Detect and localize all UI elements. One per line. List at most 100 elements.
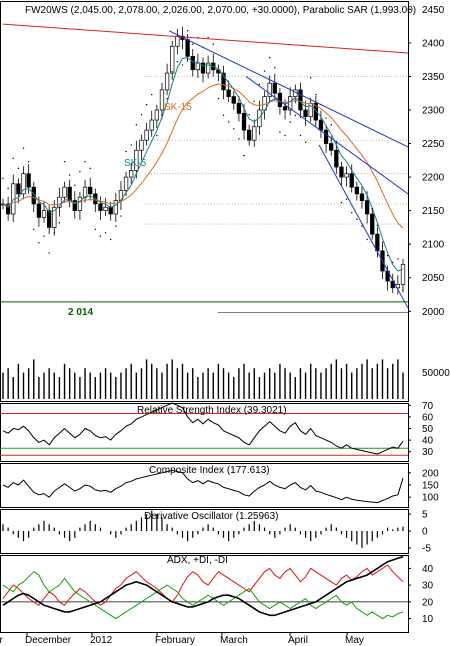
candle-body: [103, 206, 108, 211]
sar-dot: [94, 228, 97, 231]
y-tick-label: 5: [422, 510, 428, 521]
sar-dot: [376, 224, 379, 227]
candle-body: [82, 186, 88, 198]
candle-body: [36, 203, 42, 218]
candle-body: [129, 170, 134, 178]
sar-dot: [79, 171, 81, 173]
sar-dot: [294, 114, 297, 117]
candle-body: [185, 39, 190, 57]
candle-body: [334, 149, 339, 168]
sar-dot: [104, 232, 107, 234]
sar-dot: [345, 198, 348, 200]
sar-dot: [304, 141, 307, 143]
sar-dot: [258, 83, 261, 86]
candle-body: [390, 280, 395, 289]
candle-body: [318, 119, 324, 131]
candle-body: [303, 109, 308, 118]
y-tick-label: 70: [422, 401, 434, 412]
sar-dot: [392, 261, 394, 264]
x-tick-label: May: [345, 635, 364, 646]
sar-dot: [217, 97, 220, 100]
y-tick-label: 10: [422, 614, 434, 625]
sar-dot: [299, 134, 302, 137]
sar-dot: [27, 160, 30, 163]
adx-panel-title: ADX, +DI, -DI: [167, 555, 228, 566]
sar-dot: [161, 114, 163, 117]
sar-dot: [340, 201, 343, 204]
candle-body: [195, 62, 201, 71]
trendline-blue-1: [168, 30, 409, 148]
annotation-sk5: SK-5: [124, 158, 147, 169]
candle-body: [313, 102, 318, 121]
sar-dot: [181, 64, 184, 66]
sar-dot: [248, 113, 250, 116]
y-tick-label: 2150: [422, 206, 445, 217]
sar-dot: [2, 177, 4, 180]
sar-dot: [156, 134, 158, 137]
candle-body: [226, 89, 231, 97]
y-tick-label: 50: [422, 424, 434, 435]
candle-body: [16, 183, 21, 195]
annotation-sk15: SK-15: [164, 102, 192, 113]
composite-index-line: [2, 469, 404, 504]
sar-dot: [74, 184, 76, 186]
minus-di-line: [2, 571, 404, 620]
sar-dot: [17, 167, 20, 170]
candle-body: [241, 113, 247, 131]
sk15-line: [2, 83, 404, 229]
sar-dot: [166, 97, 168, 100]
sk5-line: [2, 57, 404, 272]
panel-frame-0: [0, 1, 409, 402]
sar-dot: [53, 232, 55, 234]
candle-body: [205, 62, 211, 74]
sar-dot: [279, 131, 281, 133]
candle-body: [175, 35, 180, 47]
sar-dot: [99, 235, 102, 237]
sar-dot: [212, 43, 214, 45]
sar-dot: [238, 138, 240, 140]
y-tick-label: 20: [422, 597, 434, 608]
sar-dot: [22, 147, 25, 149]
sar-dot: [274, 67, 276, 69]
candle-body: [113, 200, 118, 215]
y-tick-label: 2200: [422, 173, 445, 184]
candle-body: [31, 186, 36, 205]
candle-body: [47, 210, 52, 228]
sar-dot: [284, 134, 286, 137]
candle-body: [164, 72, 170, 91]
x-tick-label: March: [220, 635, 248, 646]
sar-dot: [125, 150, 127, 153]
y-tick-label: 200: [422, 468, 439, 479]
sar-dot: [151, 93, 153, 96]
candle-body: [159, 89, 165, 111]
sar-dot: [176, 60, 179, 63]
rsi-line: [2, 402, 404, 455]
sar-dot: [186, 30, 189, 32]
candle-body: [288, 96, 293, 111]
panel-frame-4: [0, 555, 409, 633]
sar-dot: [120, 215, 122, 217]
sar-dot: [289, 121, 291, 123]
candle-body: [52, 206, 57, 228]
sar-dot: [58, 222, 61, 224]
x-tick-label: 2012: [90, 635, 113, 646]
sar-dot: [7, 187, 9, 190]
sar-dot: [33, 228, 35, 231]
candle-body: [21, 173, 26, 195]
sar-dot: [366, 238, 368, 241]
candle-body: [190, 55, 195, 71]
trendline-blue-2: [245, 76, 409, 195]
candle-body: [359, 193, 365, 201]
adx-line: [2, 555, 404, 617]
sar-dot: [48, 252, 50, 254]
sar-dot: [68, 174, 71, 176]
candle-body: [149, 119, 154, 131]
x-tick-label: February: [155, 635, 195, 646]
sar-dot: [12, 157, 14, 160]
sar-dot: [38, 242, 40, 244]
sar-dot: [386, 254, 389, 257]
y-tick-label: 40: [422, 564, 434, 575]
sar-dot: [115, 225, 117, 227]
candle-body: [344, 173, 349, 178]
